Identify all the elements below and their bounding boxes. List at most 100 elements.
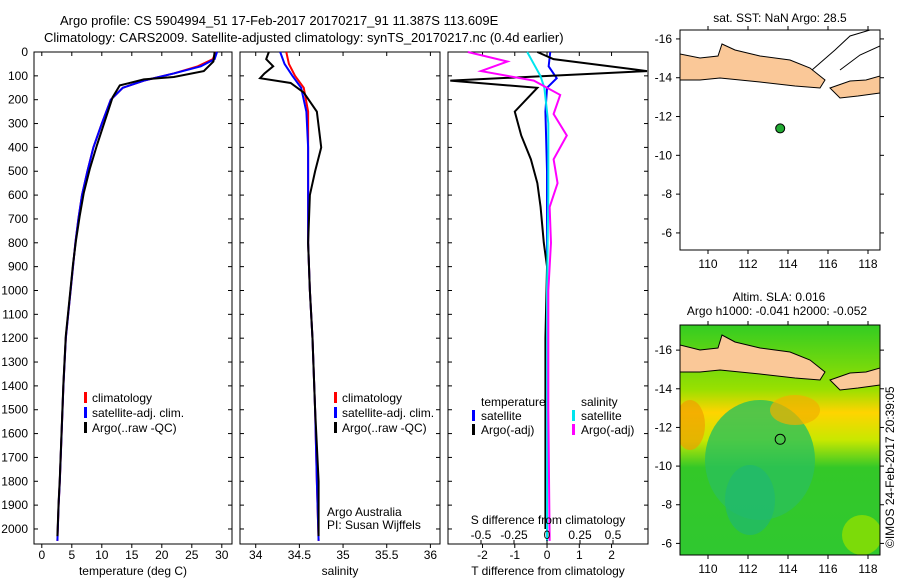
lat-tick-label: -8 — [661, 187, 672, 201]
series-line-argo-raw-qc- — [56, 51, 216, 537]
sst-map-land — [680, 30, 880, 99]
map-title: sat. SST: NaN Argo: 28.5 — [713, 11, 847, 25]
x-tick-label: 30 — [215, 548, 229, 562]
x-axis-label: temperature (deg C) — [79, 564, 187, 578]
x-tick-label: 10 — [95, 548, 109, 562]
legend-label: salinity — [581, 395, 618, 409]
depth-tick-label: 1100 — [2, 307, 28, 321]
x-tick-label: -1 — [509, 548, 520, 562]
series-line-satellite-adj-clim- — [56, 51, 218, 541]
lat-tick-label: -14 — [655, 71, 673, 85]
legend-label: Argo(..raw -QC) — [92, 421, 177, 435]
lon-tick-label: 112 — [738, 562, 757, 576]
x-tick-label: 36 — [424, 548, 438, 562]
depth-tick-label: 500 — [8, 164, 28, 178]
depth-tick-label: 0 — [21, 45, 28, 59]
depth-tick-label: 1600 — [1, 427, 28, 441]
series-line-s-argo-adj- — [467, 51, 568, 541]
series-line-t-argo-adj- — [450, 51, 648, 529]
legend-swatch — [572, 424, 575, 435]
credit-label: ©IMOS 24-Feb-2017 20:39:05 — [883, 386, 897, 548]
depth-tick-label: 1300 — [1, 355, 28, 369]
panel-frame-3 — [447, 51, 649, 545]
series-line-satellite-adj-clim- — [279, 51, 320, 541]
x-tick-label: 2 — [608, 548, 615, 562]
lat-tick-label: -16 — [655, 343, 673, 357]
annotation-text: Argo Australia — [327, 505, 402, 519]
legend-label: Argo(..raw -QC) — [342, 421, 427, 435]
depth-tick-label: 1900 — [1, 498, 28, 512]
lon-tick-label: 110 — [698, 257, 717, 271]
depth-tick-label: 100 — [8, 69, 28, 83]
legend-label: satellite-adj. clim. — [92, 406, 184, 420]
lat-tick-label: -16 — [655, 32, 673, 46]
s-tick-label: 0.5 — [605, 528, 622, 542]
series-line-s-satellite — [526, 51, 550, 541]
lat-tick-label: -12 — [655, 110, 673, 124]
x-tick-label: 25 — [185, 548, 199, 562]
x-tick-label: 0 — [544, 548, 551, 562]
panel-frame-2 — [239, 51, 441, 545]
lon-tick-label: 112 — [738, 257, 757, 271]
legend-swatch — [572, 410, 575, 421]
x-tick-label: 20 — [155, 548, 169, 562]
series-line-argo-raw-qc- — [258, 51, 323, 537]
legend-swatch — [334, 392, 337, 403]
legend-label: satellite — [581, 409, 622, 423]
annotation-text: PI: Susan Wijffels — [327, 518, 421, 532]
legend-swatch — [472, 424, 475, 435]
x-tick-label: 34.5 — [288, 548, 312, 562]
title-line-1: Argo profile: CS 5904994_51 17-Feb-2017 … — [60, 13, 499, 28]
x-tick-label: 1 — [576, 548, 583, 562]
lon-tick-label: 118 — [858, 257, 877, 271]
legend-label: Argo(-adj) — [581, 423, 634, 437]
legend-label: satellite — [481, 409, 522, 423]
s-tick-label: 0.25 — [568, 528, 592, 542]
depth-tick-label: 600 — [8, 188, 28, 202]
depth-tick-label: 1000 — [1, 283, 28, 297]
lon-tick-label: 114 — [778, 562, 797, 576]
x-tick-label: 0 — [38, 548, 45, 562]
s-tick-label: -0.5 — [471, 528, 492, 542]
s-tick-label: 0 — [544, 528, 551, 542]
s-axis-label: S difference from climatology — [471, 513, 626, 527]
depth-tick-label: 1500 — [1, 403, 28, 417]
sla-map-background — [680, 325, 880, 555]
lon-tick-label: 118 — [858, 562, 877, 576]
depth-tick-label: 300 — [8, 117, 28, 131]
legend-swatch — [84, 392, 87, 403]
map-subtitle: Argo h1000: -0.041 h2000: -0.052 — [687, 304, 867, 318]
map-frame-1 — [679, 29, 881, 251]
depth-tick-label: 200 — [8, 93, 28, 107]
lat-tick-label: -6 — [661, 536, 672, 550]
lat-tick-label: -6 — [661, 226, 672, 240]
lon-tick-label: 116 — [818, 257, 837, 271]
legend-swatch — [334, 407, 337, 418]
depth-tick-label: 700 — [8, 212, 28, 226]
legend-swatch — [334, 422, 337, 433]
map-title: Altim. SLA: 0.016 — [733, 290, 826, 304]
argo-position-marker — [775, 123, 786, 134]
lon-tick-label: 116 — [818, 562, 837, 576]
depth-tick-label: 900 — [8, 260, 28, 274]
lat-tick-label: -10 — [655, 459, 673, 473]
title-line-2: Climatology: CARS2009. Satellite-adjuste… — [44, 30, 564, 45]
legend-label: satellite-adj. clim. — [342, 406, 434, 420]
argo-position-marker — [774, 433, 786, 445]
legend-label: climatology — [342, 391, 402, 405]
legend-swatch — [84, 422, 87, 433]
depth-tick-label: 1400 — [1, 379, 28, 393]
depth-tick-label: 1800 — [1, 474, 28, 488]
map-frame-2 — [679, 324, 881, 556]
legend-label: Argo(-adj) — [481, 423, 534, 437]
x-tick-label: 5 — [68, 548, 75, 562]
legend-label: temperature — [481, 395, 546, 409]
x-tick-label: 15 — [125, 548, 139, 562]
lat-tick-label: -10 — [655, 148, 673, 162]
series-line-climatology — [285, 51, 320, 541]
lon-tick-label: 114 — [778, 257, 797, 271]
panel-frame-1 — [33, 51, 233, 545]
x-axis-label: salinity — [322, 564, 359, 578]
